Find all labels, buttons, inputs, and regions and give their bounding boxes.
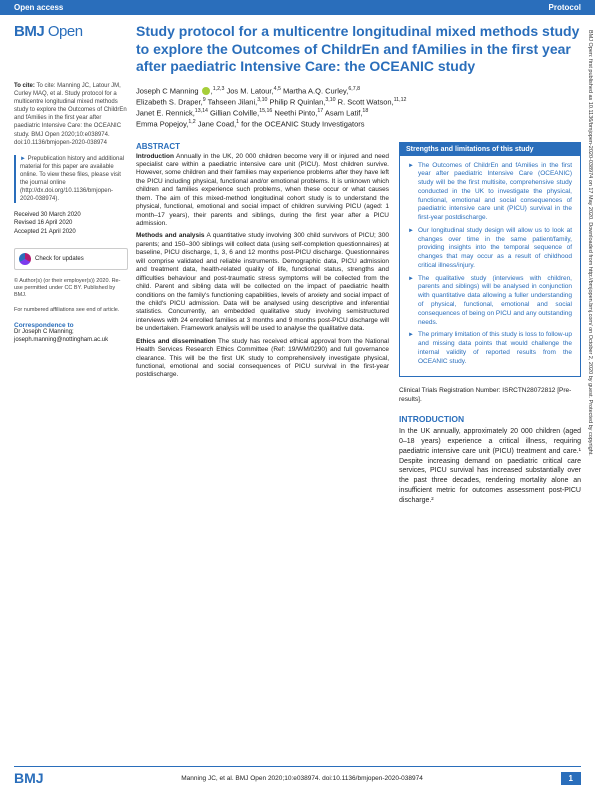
introduction-body: In the UK annually, approximately 20 000… [399,427,581,505]
correspondence-head: Correspondence to [14,322,128,329]
page-footer: BMJ Manning JC, et al. BMJ Open 2020;10:… [14,766,581,786]
strengths-limitations-box: Strengths and limitations of this study … [399,142,581,378]
abstract-methods: Methods and analysis A quantitative stud… [136,232,389,333]
abstract-head: ABSTRACT [136,142,389,151]
strength-item: The qualitative study (interviews with c… [408,275,572,328]
trial-registration: Clinical Trials Registration Number: ISR… [399,387,581,404]
author-list: Joseph C Manning ,1,2,3 Jos M. Latour,4,… [136,86,581,130]
crossmark-icon [19,253,31,265]
affiliations-note: For numbered affiliations see end of art… [14,307,128,314]
strength-item: Our longitudinal study design will allow… [408,227,572,271]
journal-logo: BMJ Open [14,23,128,40]
article-dates: Received 30 March 2020 Revised 16 April … [14,211,128,235]
strengths-head: Strengths and limitations of this study [400,143,580,156]
page-number: 1 [561,772,581,785]
abstract-introduction: Introduction Annually in the UK, 20 000 … [136,153,389,229]
bmj-footer-logo: BMJ [14,770,44,786]
check-updates-label: Check for updates [35,256,84,262]
orcid-icon [202,87,210,95]
vertical-download-info: BMJ Open: first published as 10.1136/bmj… [583,30,593,750]
check-updates-button[interactable]: Check for updates [14,248,128,270]
license-text: © Author(s) (or their employer(s)) 2020.… [14,278,128,299]
article-title: Study protocol for a multicentre longitu… [136,23,581,76]
correspondence-body: Dr Joseph C Manning; joseph.manning@nott… [14,329,128,345]
prepub-note: ► Prepublication history and additional … [14,155,128,204]
citation-box: To cite: To cite: Manning JC, Latour JM,… [14,82,128,147]
abstract-ethics: Ethics and dissemination The study has r… [136,338,389,380]
protocol-label: Protocol [549,3,581,12]
strength-item: The Outcomes of ChildrEn and fAmilies in… [408,162,572,223]
introduction-head: INTRODUCTION [399,414,581,424]
footer-citation: Manning JC, et al. BMJ Open 2020;10:e038… [181,775,423,782]
top-bar: Open access Protocol [0,0,595,15]
limitation-item: The primary limitation of this study is … [408,331,572,366]
open-access-label: Open access [14,3,63,12]
